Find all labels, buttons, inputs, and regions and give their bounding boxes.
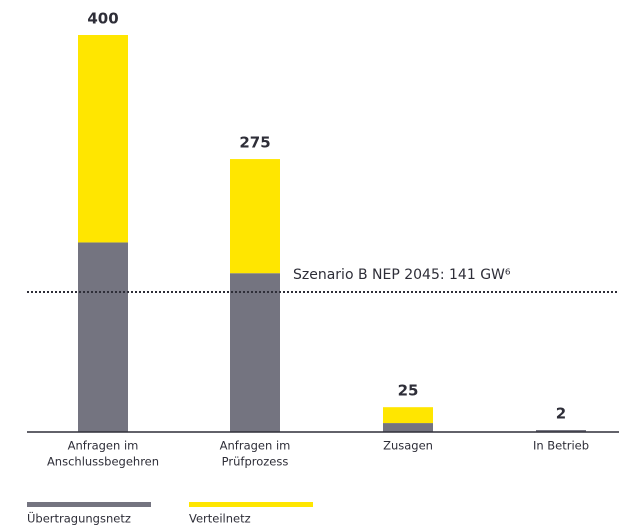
bar-segment bbox=[78, 35, 128, 243]
x-tick-label: Anfragen im bbox=[68, 439, 139, 453]
legend-label: Übertragungsnetz bbox=[27, 510, 131, 525]
total-label: 25 bbox=[398, 382, 419, 400]
x-tick-label: Zusagen bbox=[383, 439, 433, 453]
x-tick-label: In Betrieb bbox=[533, 439, 589, 453]
legend-label: Verteilnetz bbox=[189, 512, 251, 525]
bar-segment bbox=[230, 273, 280, 432]
x-tick-label: Anfragen im bbox=[220, 439, 291, 453]
total-label: 2 bbox=[556, 405, 566, 423]
bar-segment bbox=[230, 159, 280, 274]
total-label: 275 bbox=[239, 134, 270, 152]
bar-segment bbox=[383, 423, 433, 432]
legend-swatch bbox=[189, 502, 313, 507]
bar-segment bbox=[536, 430, 586, 432]
x-tick-label: Prüfprozess bbox=[222, 455, 289, 469]
total-label: 400 bbox=[87, 10, 118, 28]
bar-segment bbox=[78, 242, 128, 432]
legend-swatch bbox=[27, 502, 151, 507]
bar-segment bbox=[383, 407, 433, 424]
reference-label: Szenario B NEP 2045: 141 GW⁶ bbox=[293, 267, 511, 283]
x-tick-label: Anschlussbegehren bbox=[47, 455, 159, 469]
